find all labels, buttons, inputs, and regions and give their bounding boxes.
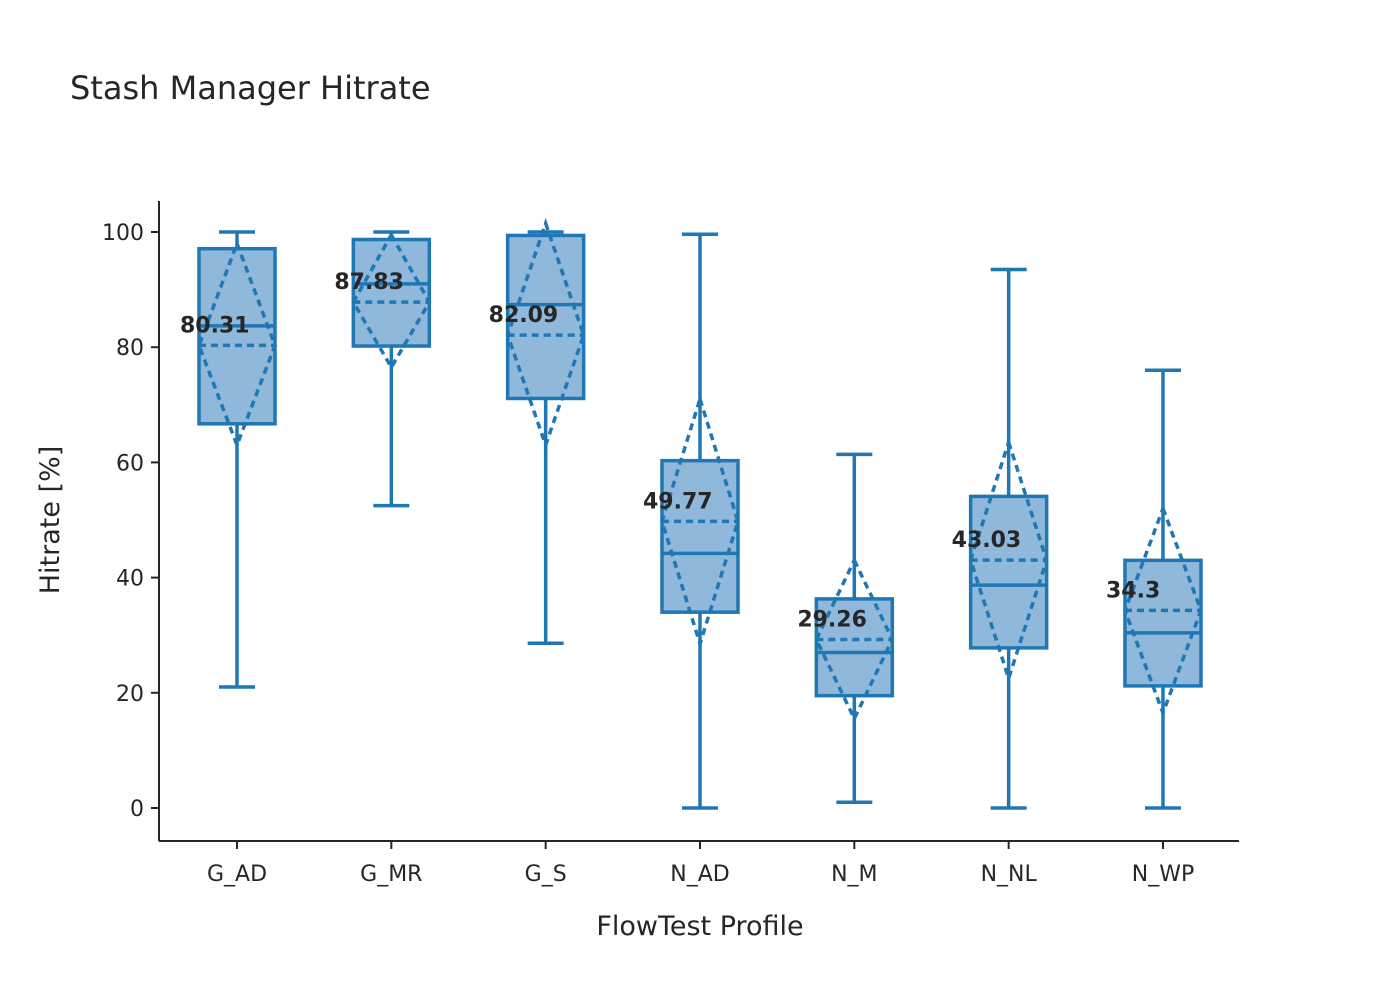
box-group: 80.31 87.83 82.09 49.77 29.26 43.03 34.3 <box>180 217 1203 810</box>
y-tick-label: 60 <box>116 451 144 476</box>
box-rect <box>351 237 432 348</box>
chart-title: Stash Manager Hitrate <box>70 69 431 107</box>
x-tick-label: N_WP <box>1132 862 1194 887</box>
sd-diamond <box>351 231 432 371</box>
y-tick-label: 40 <box>116 567 144 592</box>
axes: 0 20 40 60 80 100 G_AD G_MR G_S N_AD N_M N_NL N_WP <box>102 201 1239 887</box>
mean-label: 43.03 <box>952 528 1022 553</box>
mean-label: 29.26 <box>797 607 867 632</box>
box-n-ad: 49.77 <box>643 232 740 810</box>
x-axis-label: FlowTest Profile <box>596 911 803 942</box>
sd-diamond <box>968 436 1049 685</box>
x-tick-label: N_M <box>831 862 877 887</box>
sd-diamond <box>505 217 586 451</box>
y-tick-label: 20 <box>116 682 144 707</box>
mean-label: 80.31 <box>180 313 250 338</box>
x-tick-label: N_NL <box>981 862 1038 887</box>
x-tick-label: G_AD <box>207 862 267 887</box>
sd-diamond <box>814 556 895 723</box>
y-tick-label: 100 <box>102 221 144 246</box>
mean-label: 49.77 <box>643 489 713 514</box>
box-n-wp: 34.3 <box>1106 368 1203 810</box>
x-tick-label: G_S <box>525 862 567 887</box>
sd-diamond <box>660 393 740 650</box>
box-rect <box>197 246 277 426</box>
mean-label: 82.09 <box>489 303 559 328</box>
x-tick-label: N_AD <box>670 862 729 887</box>
y-tick-label: 80 <box>116 336 144 361</box>
sd-diamond <box>1123 503 1203 718</box>
sd-diamond <box>197 238 277 451</box>
box-g-s: 82.09 <box>489 217 586 646</box>
x-tick-label: G_MR <box>360 862 422 887</box>
box-g-mr: 87.83 <box>334 230 432 508</box>
box-n-nl: 43.03 <box>952 267 1049 810</box>
mean-label: 34.3 <box>1106 578 1160 603</box>
y-tick-label: 0 <box>130 797 144 822</box>
y-axis-label: Hitrate [%] <box>35 446 66 595</box>
mean-label: 87.83 <box>334 270 404 295</box>
box-g-ad: 80.31 <box>180 230 277 689</box>
box-n-m: 29.26 <box>797 452 895 804</box>
